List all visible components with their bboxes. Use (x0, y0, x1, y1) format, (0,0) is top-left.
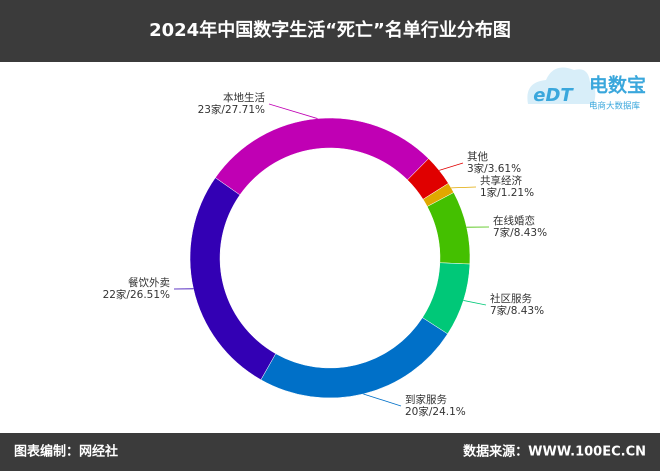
value-label: 7家/8.43% (490, 304, 544, 317)
footer-source-right: 数据来源：WWW.100EC.CN (463, 444, 646, 460)
chart-title: 2024年中国数字生活“死亡”名单行业分布图 (149, 19, 511, 41)
logo-tagline: 电商大数据库 (589, 101, 641, 112)
leader-line (439, 162, 464, 171)
leader-line (463, 300, 487, 306)
value-label: 23家/27.71% (198, 103, 265, 116)
category-label: 其他 (467, 150, 488, 163)
header-bar (0, 0, 660, 62)
category-label: 在线婚恋 (493, 214, 535, 227)
category-label: 共享经济 (480, 174, 522, 187)
value-label: 22家/26.51% (103, 288, 170, 301)
logo: eDT 电数宝 电商大数据库 (527, 67, 646, 112)
footer-bar (0, 433, 660, 471)
category-label: 社区服务 (490, 292, 532, 305)
category-label: 本地生活 (223, 91, 265, 104)
category-label: 餐饮外卖 (128, 276, 170, 289)
leader-line (268, 103, 318, 119)
logo-name: 电数宝 (589, 74, 646, 97)
leader-line (451, 186, 477, 189)
value-label: 1家/1.21% (480, 186, 534, 199)
value-label: 20家/24.1% (405, 405, 466, 418)
footer-source-left: 图表编制：网经社 (14, 444, 118, 460)
value-label: 7家/8.43% (493, 226, 547, 239)
logo-mark: eDT (533, 85, 574, 106)
logo-cloud (527, 67, 596, 104)
donut-segment (189, 177, 277, 381)
leader-line (363, 393, 402, 407)
category-label: 到家服务 (405, 393, 447, 406)
value-label: 3家/3.61% (467, 162, 521, 175)
